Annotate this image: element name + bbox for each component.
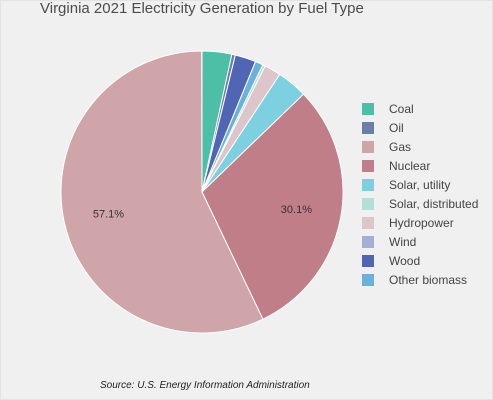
legend-item-gas[interactable]: Gas (362, 137, 478, 156)
chart-title: Virginia 2021 Electricity Generation by … (40, 0, 364, 17)
legend-item-coal[interactable]: Coal (362, 99, 478, 118)
legend-label: Oil (389, 120, 404, 135)
legend-item-wind[interactable]: Wind (362, 232, 478, 251)
legend-swatch (362, 102, 374, 115)
legend-item-hydropower[interactable]: Hydropower (362, 213, 478, 232)
data-label-nuclear: 30.1% (281, 204, 312, 216)
legend-swatch (362, 216, 374, 229)
legend-label: Solar, utility (389, 177, 451, 192)
legend-swatch (362, 197, 374, 210)
legend-swatch (362, 121, 374, 134)
legend-label: Hydropower (389, 215, 454, 230)
legend-label: Other biomass (389, 272, 468, 287)
pie-slice-gas[interactable] (60, 50, 264, 334)
legend-swatch (362, 140, 374, 153)
legend-item-wood[interactable]: Wood (362, 251, 478, 270)
data-label-gas: 57.1% (93, 208, 124, 220)
legend-swatch (362, 273, 374, 286)
legend-label: Nuclear (389, 158, 431, 173)
legend-label: Solar, distributed (389, 196, 479, 211)
legend-swatch (362, 159, 374, 172)
legend-item-solar-utility[interactable]: Solar, utility (362, 175, 478, 194)
legend-swatch (362, 178, 374, 191)
legend-label: Gas (389, 139, 412, 154)
chart-legend: Coal Oil Gas Nuclear Solar, utility Solar, di… (362, 99, 478, 289)
legend-item-oil[interactable]: Oil (362, 118, 478, 137)
legend-item-other-biomass[interactable]: Other biomass (362, 270, 478, 289)
legend-swatch (362, 235, 374, 248)
legend-swatch (362, 254, 374, 267)
legend-label: Wind (389, 234, 417, 249)
pie-slice-nuclear[interactable] (201, 93, 344, 320)
legend-item-solar-distributed[interactable]: Solar, distributed (362, 194, 478, 213)
legend-label: Wood (389, 253, 421, 268)
legend-label: Coal (389, 101, 414, 116)
source-note: Source: U.S. Energy Information Administ… (100, 380, 310, 391)
legend-item-nuclear[interactable]: Nuclear (362, 156, 478, 175)
